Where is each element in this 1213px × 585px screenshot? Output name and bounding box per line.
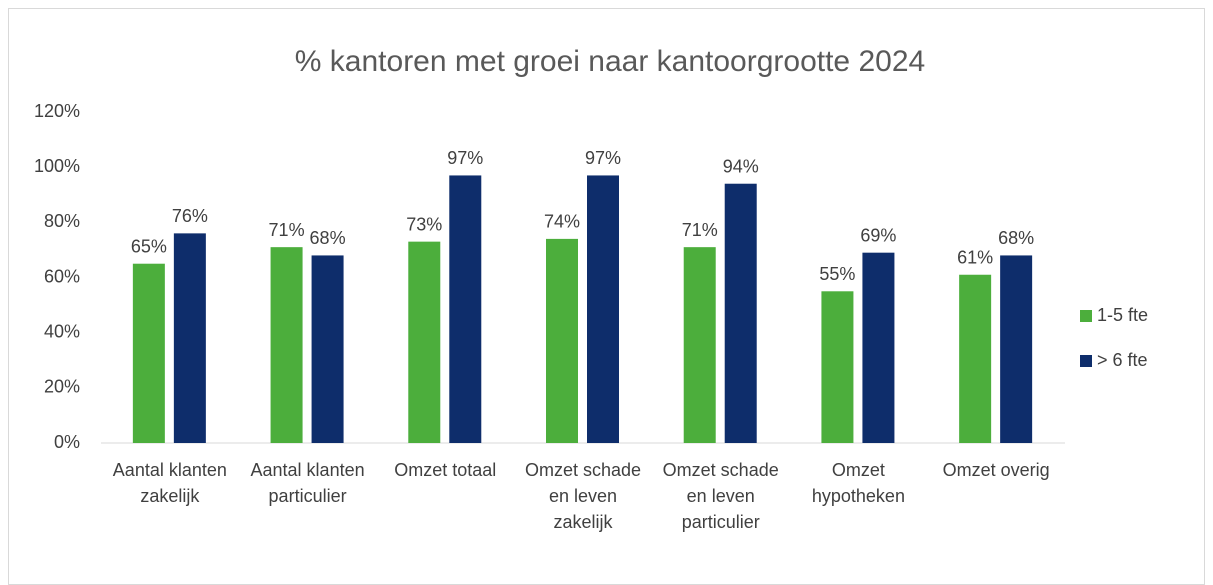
legend-swatch bbox=[1080, 310, 1092, 322]
bar bbox=[311, 255, 344, 443]
data-label: 65% bbox=[131, 236, 167, 256]
bar bbox=[546, 238, 578, 443]
bar bbox=[724, 183, 757, 443]
x-tick-label-box: Omzet overig bbox=[942, 460, 1050, 480]
x-tick-label-box: Omzet schade en leven zakelijk bbox=[524, 460, 642, 532]
bar bbox=[449, 175, 482, 444]
x-tick-label: Aantal klanten particulier bbox=[250, 460, 365, 506]
bar bbox=[683, 247, 716, 443]
legend-label: 1-5 fte bbox=[1097, 305, 1148, 325]
bar bbox=[408, 241, 441, 443]
x-tick-label-box: Aantal klanten zakelijk bbox=[112, 460, 227, 506]
data-label: 71% bbox=[269, 220, 305, 240]
x-tick-label-box: Omzet totaal bbox=[394, 460, 497, 480]
chart-title: % kantoren met groei naar kantoorgrootte… bbox=[295, 45, 925, 78]
bar bbox=[959, 274, 992, 443]
bar bbox=[132, 263, 165, 443]
bar bbox=[270, 247, 303, 443]
legend-swatch bbox=[1080, 355, 1092, 367]
x-tick-label: Omzet totaal bbox=[394, 460, 497, 480]
bar bbox=[862, 252, 895, 443]
x-tick-label-box: Omzet hypotheken bbox=[811, 460, 905, 506]
data-label: 71% bbox=[682, 220, 718, 240]
y-tick-label: 40% bbox=[44, 321, 80, 341]
x-tick-label-box: Aantal klanten particulier bbox=[250, 460, 365, 506]
y-tick-label: 60% bbox=[44, 266, 80, 286]
x-tick-label: Aantal klanten zakelijk bbox=[112, 460, 227, 506]
data-label: 68% bbox=[998, 228, 1034, 248]
data-label: 94% bbox=[723, 156, 759, 176]
y-tick-label: 20% bbox=[44, 377, 80, 397]
data-label: 61% bbox=[957, 247, 993, 267]
data-label: 55% bbox=[819, 264, 855, 284]
data-label: 69% bbox=[860, 225, 896, 245]
y-tick-label: 0% bbox=[54, 432, 80, 452]
legend-label: > 6 fte bbox=[1097, 350, 1148, 370]
data-label: 74% bbox=[544, 212, 580, 232]
x-tick-label: Omzet schade en leven particulier bbox=[662, 460, 779, 532]
data-label: 97% bbox=[585, 148, 621, 168]
bar bbox=[821, 291, 854, 443]
x-tick-label: Omzet overig bbox=[942, 460, 1050, 480]
x-tick-label-box: Omzet schade en leven particulier bbox=[662, 460, 779, 532]
x-tick-label: Omzet schade en leven zakelijk bbox=[524, 460, 642, 532]
bar bbox=[1000, 255, 1033, 443]
y-tick-label: 100% bbox=[34, 156, 80, 176]
data-label: 97% bbox=[447, 148, 483, 168]
bar bbox=[173, 233, 206, 443]
y-tick-label: 120% bbox=[34, 101, 80, 121]
x-tick-label: Omzet hypotheken bbox=[811, 460, 905, 506]
bar bbox=[587, 175, 619, 444]
data-label: 73% bbox=[406, 214, 442, 234]
y-tick-label: 80% bbox=[44, 211, 80, 231]
data-label: 76% bbox=[172, 206, 208, 226]
data-label: 68% bbox=[310, 228, 346, 248]
